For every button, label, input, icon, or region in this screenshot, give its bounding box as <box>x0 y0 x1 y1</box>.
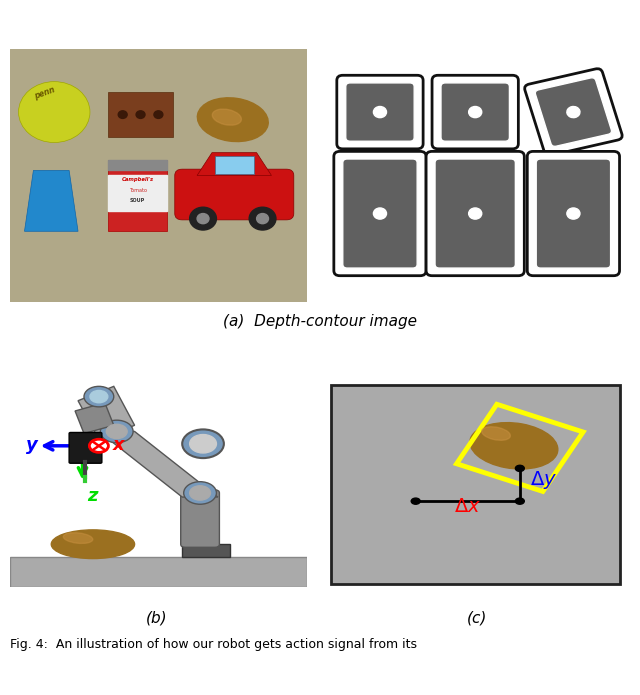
Text: (a)  Depth-contour image: (a) Depth-contour image <box>223 314 417 329</box>
Circle shape <box>136 111 145 118</box>
Circle shape <box>468 208 482 219</box>
Bar <box>182 544 230 557</box>
Circle shape <box>182 430 224 458</box>
Text: Tomato: Tomato <box>129 188 147 193</box>
Circle shape <box>118 111 127 118</box>
FancyBboxPatch shape <box>180 490 220 547</box>
Circle shape <box>154 111 163 118</box>
FancyBboxPatch shape <box>69 432 102 464</box>
Circle shape <box>106 424 127 439</box>
Text: penn: penn <box>33 85 56 101</box>
Bar <box>108 92 173 138</box>
Circle shape <box>249 207 276 230</box>
Polygon shape <box>197 153 271 176</box>
Circle shape <box>468 106 482 117</box>
Circle shape <box>373 208 387 219</box>
Ellipse shape <box>470 423 558 469</box>
Text: (b): (b) <box>146 610 168 626</box>
Bar <box>108 176 167 211</box>
Circle shape <box>567 106 580 117</box>
Circle shape <box>90 391 108 403</box>
Bar <box>108 161 167 231</box>
Circle shape <box>90 439 108 452</box>
FancyBboxPatch shape <box>426 152 524 276</box>
FancyBboxPatch shape <box>527 152 620 276</box>
Circle shape <box>189 207 216 230</box>
Circle shape <box>19 81 90 142</box>
Bar <box>10 557 307 587</box>
Text: x: x <box>112 436 124 454</box>
Circle shape <box>257 213 269 224</box>
Bar <box>108 161 167 170</box>
Ellipse shape <box>63 532 93 543</box>
Ellipse shape <box>51 530 134 559</box>
Text: (c): (c) <box>467 610 487 626</box>
Polygon shape <box>99 432 218 497</box>
Circle shape <box>515 465 524 471</box>
Text: $\Delta x$: $\Delta x$ <box>454 498 481 516</box>
FancyBboxPatch shape <box>343 159 417 268</box>
Ellipse shape <box>197 98 268 142</box>
Text: $\Delta y$: $\Delta y$ <box>531 468 557 491</box>
Text: SOUP: SOUP <box>130 198 145 203</box>
FancyBboxPatch shape <box>525 69 622 156</box>
Circle shape <box>197 213 209 224</box>
Circle shape <box>84 386 114 407</box>
Circle shape <box>189 434 216 453</box>
Circle shape <box>373 106 387 117</box>
Circle shape <box>515 498 524 505</box>
Ellipse shape <box>482 427 510 440</box>
Circle shape <box>184 482 216 505</box>
Text: Fig. 4:  An illustration of how our robot gets action signal from its: Fig. 4: An illustration of how our robot… <box>10 638 417 651</box>
FancyBboxPatch shape <box>337 75 423 149</box>
FancyBboxPatch shape <box>346 83 414 141</box>
Circle shape <box>100 420 133 443</box>
Bar <box>456 404 583 491</box>
Polygon shape <box>75 403 114 434</box>
Circle shape <box>412 498 420 505</box>
FancyBboxPatch shape <box>441 83 509 141</box>
Polygon shape <box>78 386 134 440</box>
Bar <box>215 156 253 174</box>
FancyBboxPatch shape <box>435 159 515 268</box>
Text: y: y <box>26 436 38 454</box>
Polygon shape <box>24 170 78 231</box>
FancyBboxPatch shape <box>334 152 426 276</box>
Text: z: z <box>87 486 97 505</box>
FancyBboxPatch shape <box>432 75 518 149</box>
Text: Campbell's: Campbell's <box>122 177 154 181</box>
FancyBboxPatch shape <box>175 169 294 220</box>
Circle shape <box>567 208 580 219</box>
Ellipse shape <box>212 109 241 125</box>
FancyBboxPatch shape <box>536 159 611 268</box>
Circle shape <box>189 486 211 500</box>
FancyBboxPatch shape <box>535 78 612 147</box>
